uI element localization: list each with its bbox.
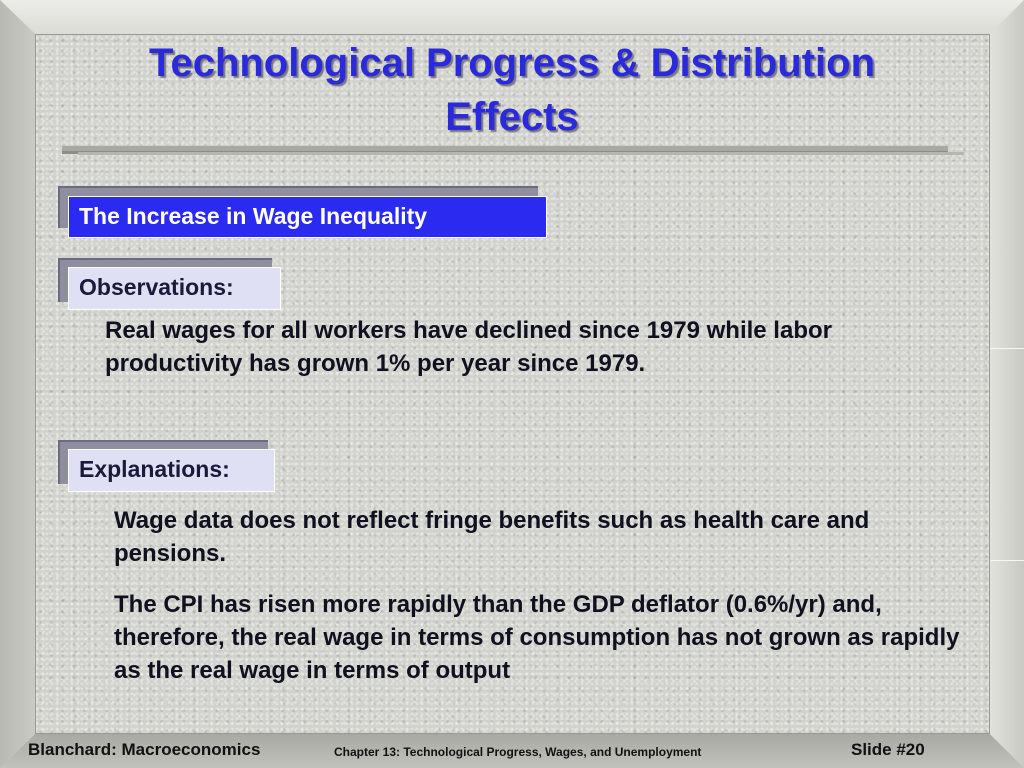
explanation-text: Wage data does not reflect fringe benefi… <box>114 507 870 567</box>
frame-bottom-bevel <box>0 734 1024 768</box>
footer-slide-number: Slide #20 <box>851 740 925 759</box>
explanations-label: Explanations: <box>68 449 275 492</box>
observation-text: Real wages for all workers have declined… <box>105 317 832 377</box>
frame-left-bevel <box>0 0 35 768</box>
slide-title: Technological Progress & Distribution Ef… <box>40 36 984 144</box>
frame-top-bevel <box>0 0 1024 34</box>
slide-content-panel <box>35 34 990 734</box>
slide-title-line: Technological Progress & Distribution <box>148 41 875 85</box>
frame-right-highlight <box>990 560 1024 561</box>
observations-label: Observations: <box>68 267 281 310</box>
title-divider-shadow <box>78 152 964 155</box>
explanation-text: The CPI has risen more rapidly than the … <box>114 591 960 684</box>
frame-right-bevel <box>990 0 1024 768</box>
footer-course: Blanchard: Macroeconomics <box>28 740 261 759</box>
footer-chapter: Chapter 13: Technological Progress, Wage… <box>334 745 702 759</box>
frame-right-highlight <box>990 348 1024 349</box>
section-heading: The Increase in Wage Inequality <box>68 196 547 238</box>
slide-title-line: Effects <box>445 95 579 139</box>
